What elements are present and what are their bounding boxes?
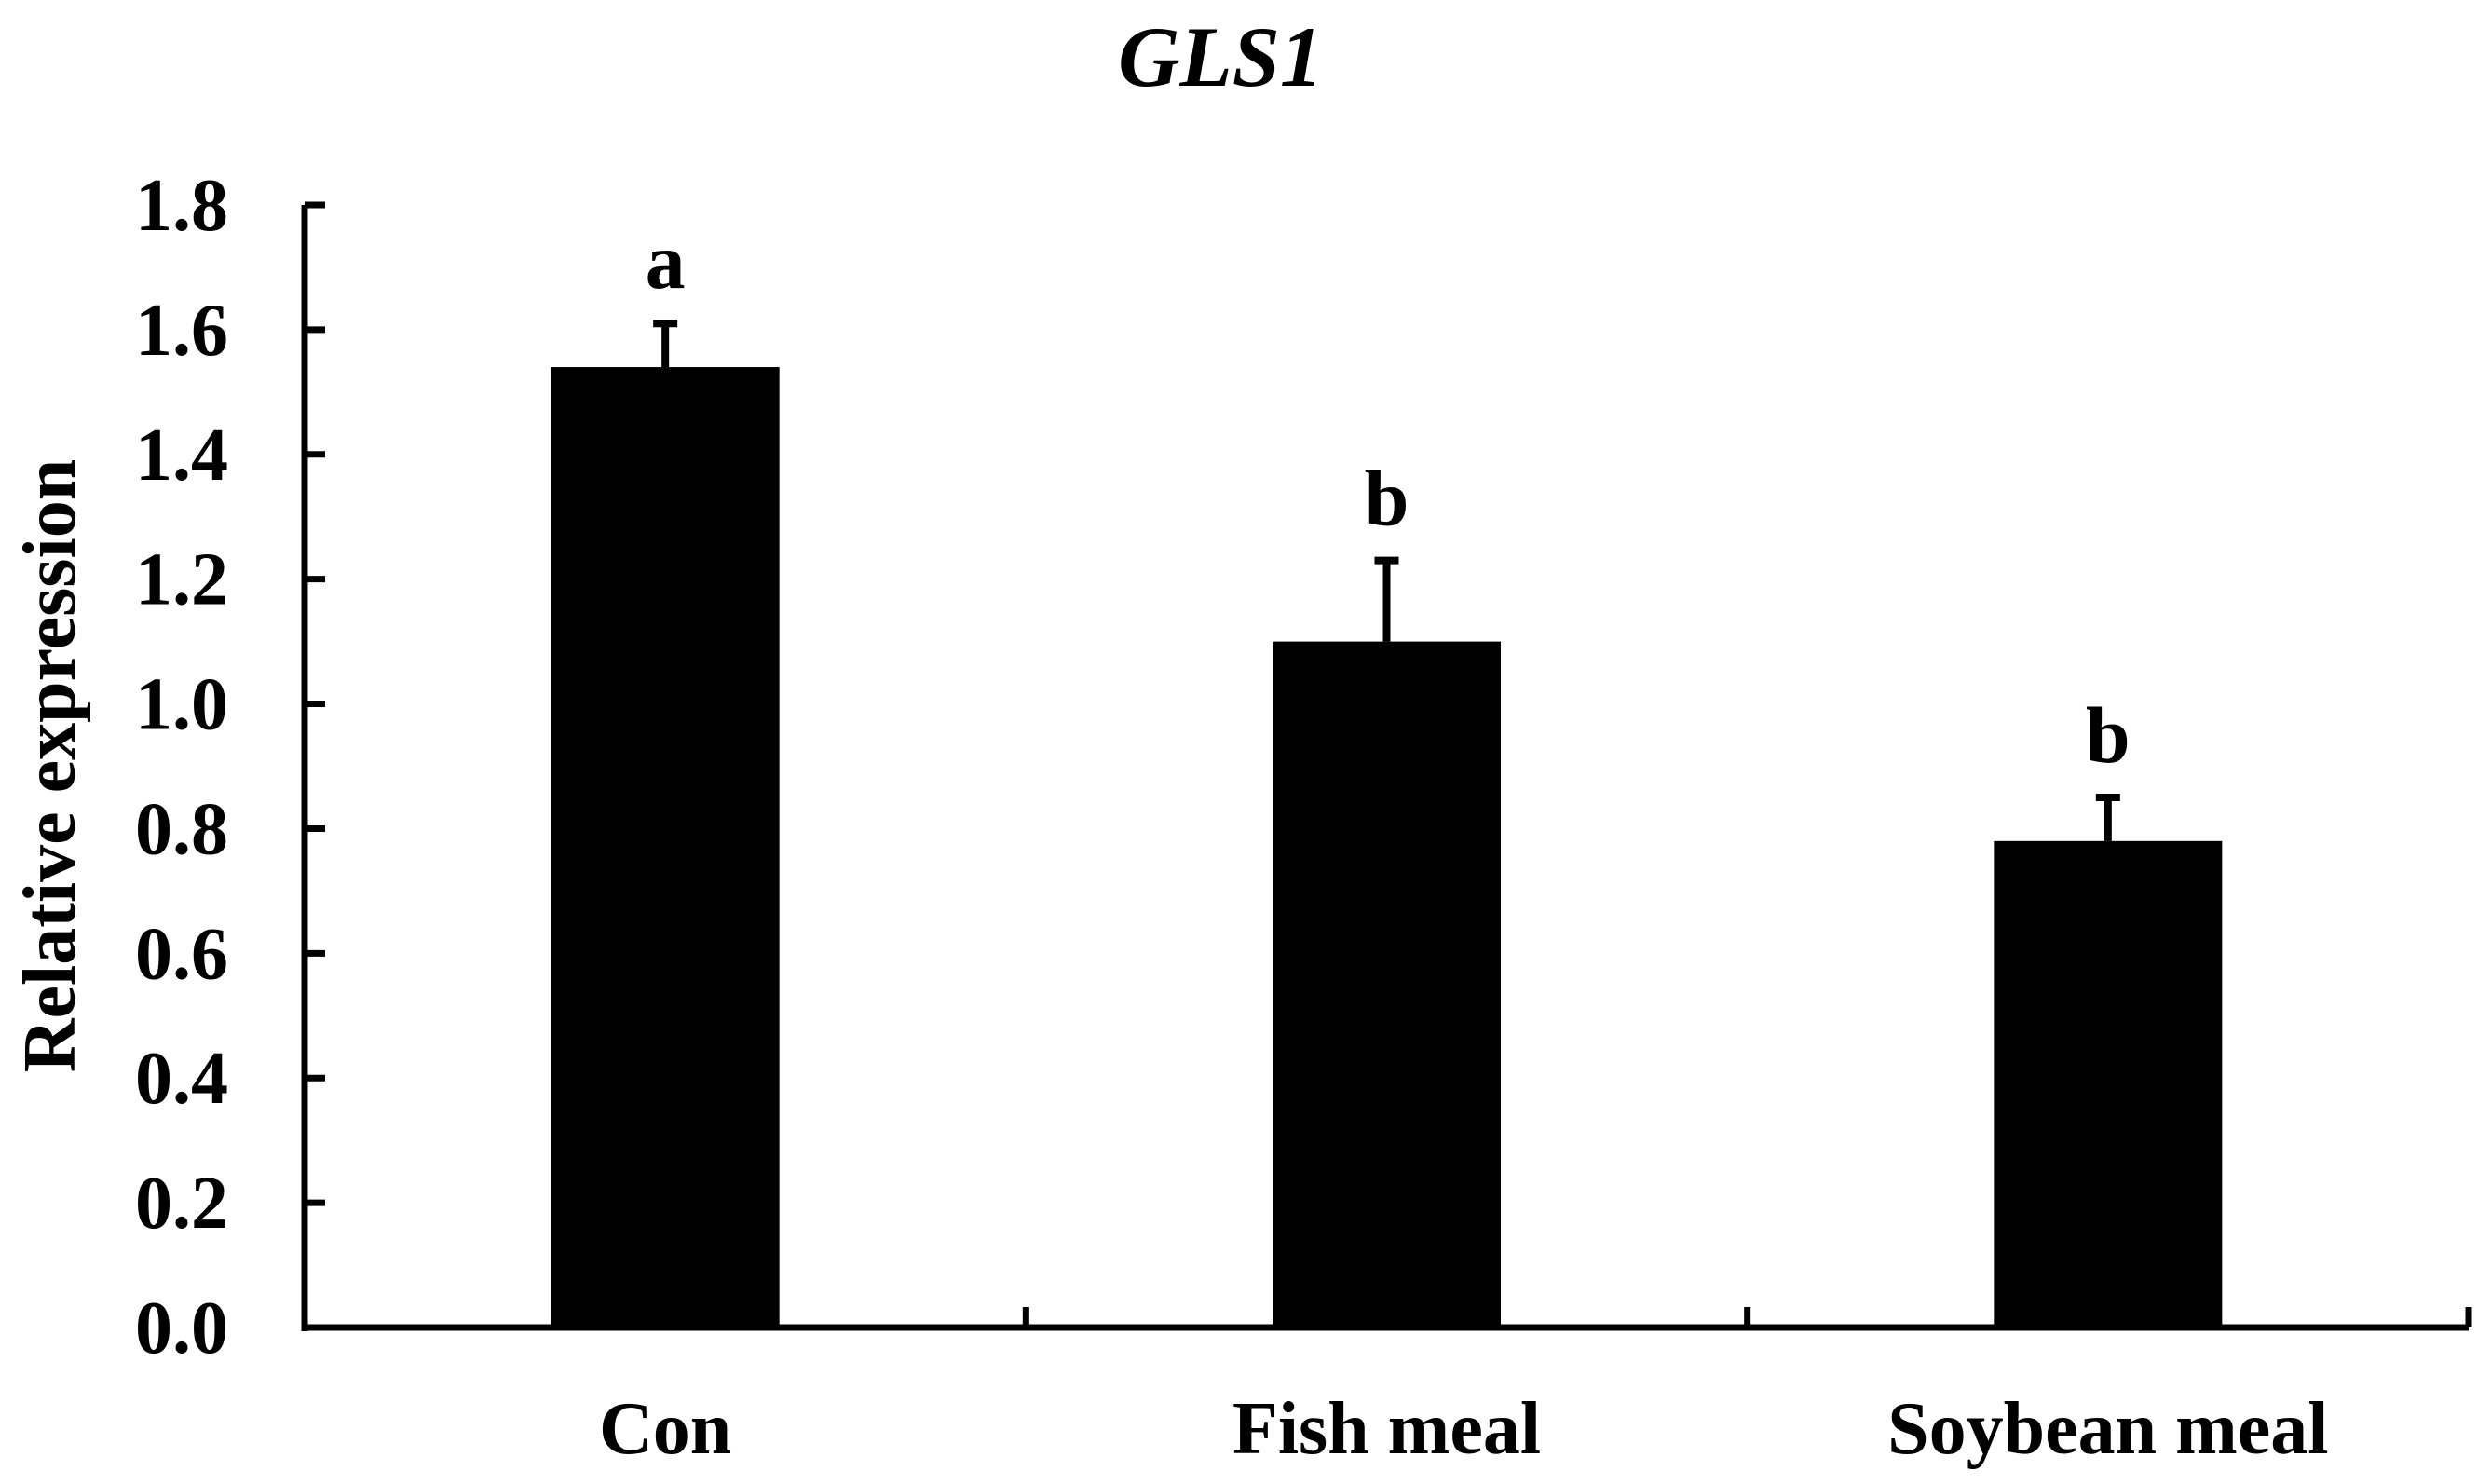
- y-tick-label-5: 1.0: [135, 664, 228, 746]
- y-tick-label-0: 0.0: [135, 1287, 228, 1369]
- y-tick-label-4: 0.8: [135, 788, 228, 870]
- axes-layer: [301, 201, 2472, 1331]
- y-tick-label-8: 1.6: [135, 290, 228, 372]
- chart-title: GLS1: [1118, 9, 1323, 104]
- bar-2: [1994, 840, 2223, 1327]
- y-tick-label-3: 0.6: [135, 913, 228, 995]
- labels-layer: a Con b Fish meal b Soybean meal 0.0 0.2 0.4 0.6 0…: [135, 165, 2329, 1470]
- bar-1: [1273, 641, 1501, 1327]
- y-tick-label-9: 1.8: [135, 165, 228, 247]
- bar-0: [551, 367, 780, 1327]
- significance-label-0: a: [646, 216, 686, 306]
- x-tick-label-2: Soybean meal: [1887, 1388, 2328, 1470]
- y-tick-label-6: 1.2: [135, 539, 228, 621]
- significance-label-2: b: [2086, 690, 2131, 780]
- significance-label-1: b: [1365, 454, 1409, 543]
- x-tick-label-0: Con: [599, 1388, 731, 1470]
- y-tick-label-2: 0.4: [135, 1038, 228, 1120]
- y-tick-label-1: 0.2: [135, 1163, 228, 1245]
- x-tick-label-1: Fish meal: [1232, 1388, 1541, 1470]
- bars-layer: [551, 320, 2223, 1327]
- y-axis-label: Relative expression: [9, 459, 91, 1072]
- y-tick-label-7: 1.4: [135, 415, 228, 497]
